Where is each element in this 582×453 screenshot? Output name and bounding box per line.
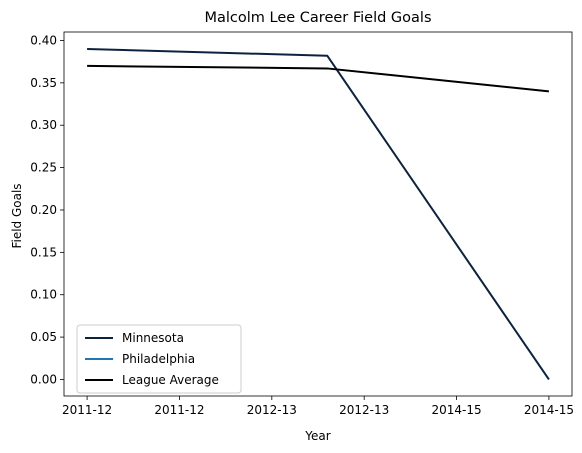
x-tick-label: 2011-12: [62, 403, 112, 417]
y-tick-label: 0.20: [30, 203, 57, 217]
x-tick-label: 2012-13: [339, 403, 389, 417]
y-tick-label: 0.10: [30, 288, 57, 302]
x-tick-label: 2014-15: [524, 403, 574, 417]
axes-frame: [63, 31, 573, 397]
y-tick-label: 0.40: [30, 33, 57, 47]
y-tick-label: 0.35: [30, 76, 57, 90]
legend-box: [76, 324, 242, 394]
y-tick-label: 0.00: [30, 372, 57, 386]
chart-title: Malcolm Lee Career Field Goals: [204, 10, 431, 26]
y-tick-label: 0.15: [30, 245, 57, 259]
legend-label: League Average: [122, 373, 219, 387]
legend-label: Minnesota: [122, 331, 184, 345]
y-axis-label: Field Goals: [10, 183, 24, 248]
legend: Minnesota Philadelphia League Average: [76, 324, 242, 394]
legend-label: Philadelphia: [122, 352, 195, 366]
x-tick-label: 2012-13: [247, 403, 297, 417]
plot-area: 0.00 0.05 0.10 0.15 0.20 0.25 0.30 0.35 0.40 2011…: [30, 31, 574, 417]
x-axis-label: Year: [304, 429, 330, 443]
y-tick-label: 0.25: [30, 161, 57, 175]
series-line-league-average: [87, 64, 550, 93]
x-tick-label: 2014-15: [431, 403, 481, 417]
x-tick-label: 2011-12: [154, 403, 204, 417]
y-tick-label: 0.30: [30, 118, 57, 132]
series-line-minnesota: [87, 47, 550, 381]
y-tick-label: 0.05: [30, 330, 57, 344]
